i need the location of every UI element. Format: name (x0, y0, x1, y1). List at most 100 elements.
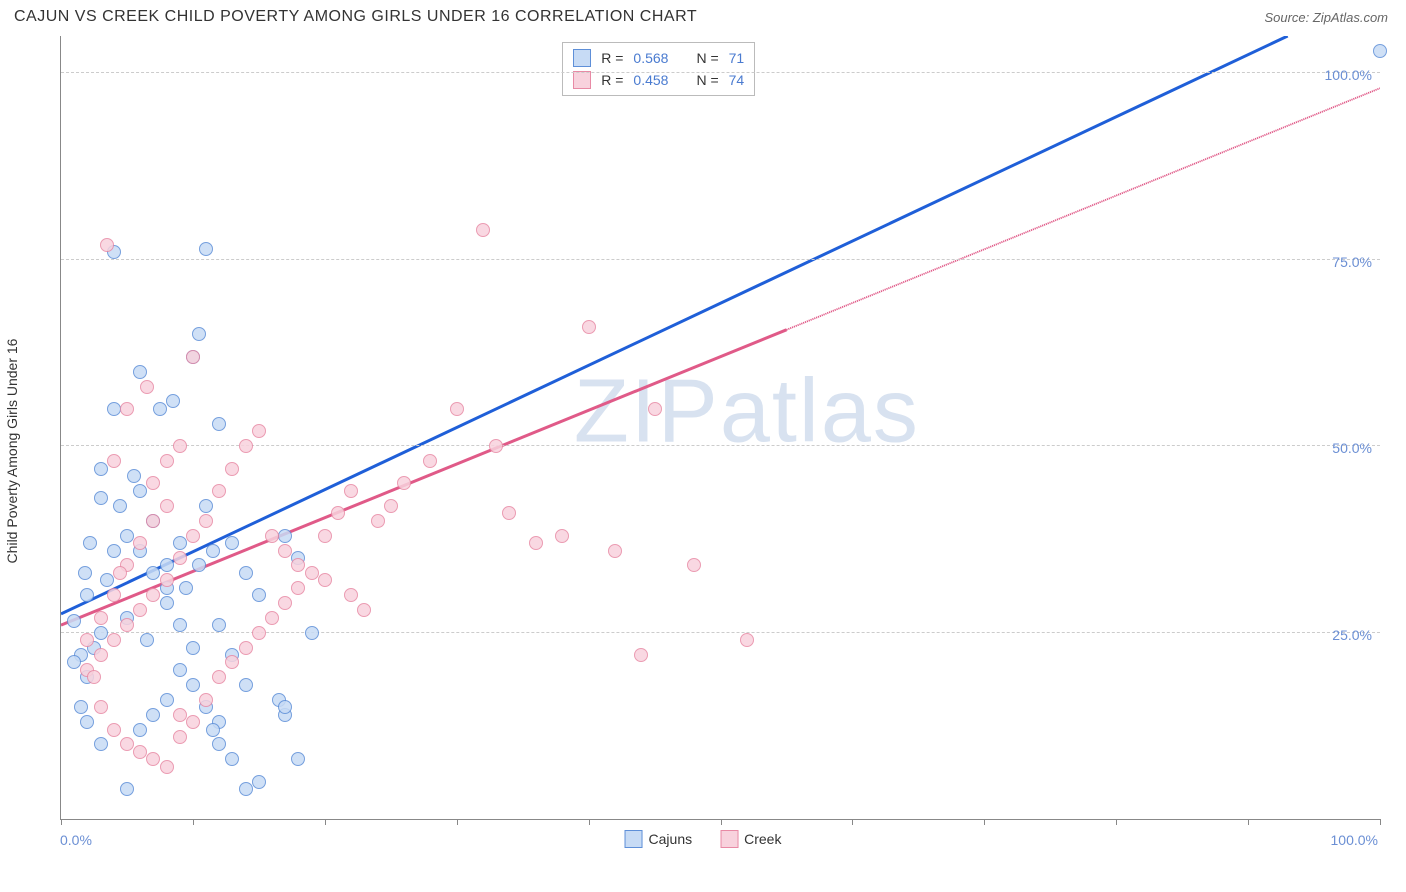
scatter-point (87, 670, 101, 684)
stat-label-N: N = (696, 72, 718, 88)
y-axis-label: Child Poverty Among Girls Under 16 (4, 339, 20, 564)
scatter-point (212, 417, 226, 431)
scatter-point (225, 462, 239, 476)
x-tick (1116, 819, 1117, 825)
plot-area: ZIPatlas R =0.568N =71R =0.458N =74 25.0… (60, 36, 1380, 820)
chart-container: Child Poverty Among Girls Under 16 ZIPat… (16, 36, 1390, 866)
scatter-point (107, 454, 121, 468)
x-tick (61, 819, 62, 825)
legend-label: Creek (744, 831, 781, 847)
scatter-point (239, 439, 253, 453)
scatter-point (212, 618, 226, 632)
scatter-point (529, 536, 543, 550)
scatter-point (423, 454, 437, 468)
x-tick (1248, 819, 1249, 825)
x-tick (193, 819, 194, 825)
scatter-point (186, 715, 200, 729)
scatter-point (100, 573, 114, 587)
scatter-point (160, 558, 174, 572)
y-tick-label: 50.0% (1332, 440, 1372, 456)
legend-swatch (573, 71, 591, 89)
gridline-h (61, 72, 1380, 73)
scatter-point (318, 573, 332, 587)
scatter-point (687, 558, 701, 572)
scatter-point (502, 506, 516, 520)
x-tick (1380, 819, 1381, 825)
scatter-point (94, 737, 108, 751)
scatter-point (160, 573, 174, 587)
scatter-point (133, 745, 147, 759)
scatter-point (239, 678, 253, 692)
scatter-point (740, 633, 754, 647)
stat-label-R: R = (601, 50, 623, 66)
scatter-point (83, 536, 97, 550)
legend-bottom: Cajuns Creek (625, 830, 782, 848)
x-tick (589, 819, 590, 825)
scatter-point (94, 700, 108, 714)
scatter-point (384, 499, 398, 513)
scatter-point (107, 544, 121, 558)
scatter-point (252, 424, 266, 438)
scatter-point (239, 782, 253, 796)
scatter-point (127, 469, 141, 483)
x-tick (721, 819, 722, 825)
scatter-point (80, 633, 94, 647)
gridline-h (61, 445, 1380, 446)
scatter-point (582, 320, 596, 334)
scatter-point (120, 737, 134, 751)
scatter-point (140, 633, 154, 647)
y-tick-label: 100.0% (1325, 67, 1372, 83)
scatter-point (133, 723, 147, 737)
scatter-point (133, 536, 147, 550)
scatter-point (78, 566, 92, 580)
scatter-point (67, 614, 81, 628)
scatter-point (173, 708, 187, 722)
scatter-point (146, 708, 160, 722)
scatter-point (173, 663, 187, 677)
scatter-point (146, 588, 160, 602)
scatter-point (239, 566, 253, 580)
x-tick (984, 819, 985, 825)
legend-label: Cajuns (649, 831, 693, 847)
scatter-point (146, 476, 160, 490)
legend-item: Creek (720, 830, 781, 848)
scatter-point (120, 402, 134, 416)
scatter-point (160, 760, 174, 774)
scatter-point (192, 327, 206, 341)
scatter-point (212, 737, 226, 751)
scatter-point (186, 678, 200, 692)
scatter-point (278, 700, 292, 714)
scatter-point (239, 641, 253, 655)
scatter-point (179, 581, 193, 595)
scatter-point (648, 402, 662, 416)
scatter-point (199, 242, 213, 256)
scatter-point (357, 603, 371, 617)
scatter-point (371, 514, 385, 528)
scatter-point (186, 529, 200, 543)
scatter-point (173, 618, 187, 632)
scatter-point (107, 402, 121, 416)
scatter-point (291, 581, 305, 595)
scatter-point (265, 611, 279, 625)
scatter-point (305, 566, 319, 580)
scatter-point (94, 626, 108, 640)
legend-swatch (625, 830, 643, 848)
stats-row: R =0.568N =71 (573, 47, 744, 69)
scatter-point (100, 238, 114, 252)
legend-swatch (720, 830, 738, 848)
scatter-point (450, 402, 464, 416)
scatter-point (133, 484, 147, 498)
scatter-point (291, 558, 305, 572)
scatter-point (305, 626, 319, 640)
stat-value-R: 0.458 (633, 72, 668, 88)
scatter-point (397, 476, 411, 490)
scatter-point (344, 588, 358, 602)
scatter-point (107, 633, 121, 647)
scatter-point (225, 752, 239, 766)
scatter-point (94, 491, 108, 505)
scatter-point (173, 536, 187, 550)
header: CAJUN VS CREEK CHILD POVERTY AMONG GIRLS… (0, 0, 1406, 32)
scatter-point (67, 655, 81, 669)
scatter-point (318, 529, 332, 543)
watermark: ZIPatlas (574, 360, 920, 463)
